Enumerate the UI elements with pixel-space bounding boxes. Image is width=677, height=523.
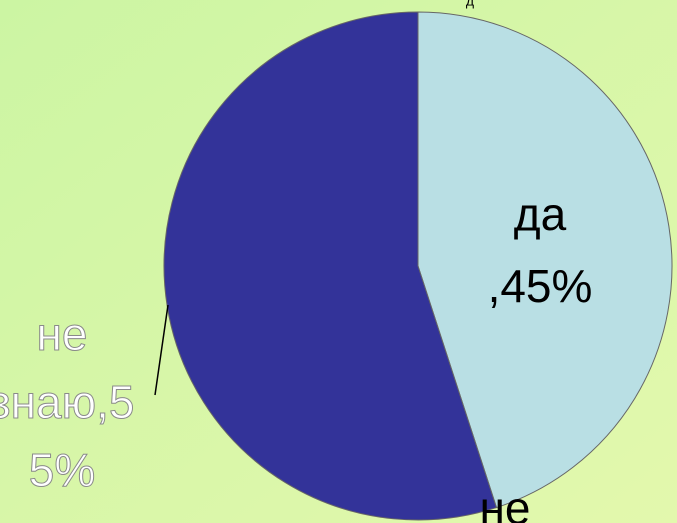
data-label: знаю,5 [0,376,134,428]
annotation: не [480,482,531,523]
data-label: 5% [29,444,95,496]
pie-slice [417,11,673,509]
leader-line [154,304,169,396]
data-label: ,45% [488,260,593,312]
annotation: д [466,0,474,9]
data-label: да [514,188,567,240]
data-label: не [37,308,88,360]
